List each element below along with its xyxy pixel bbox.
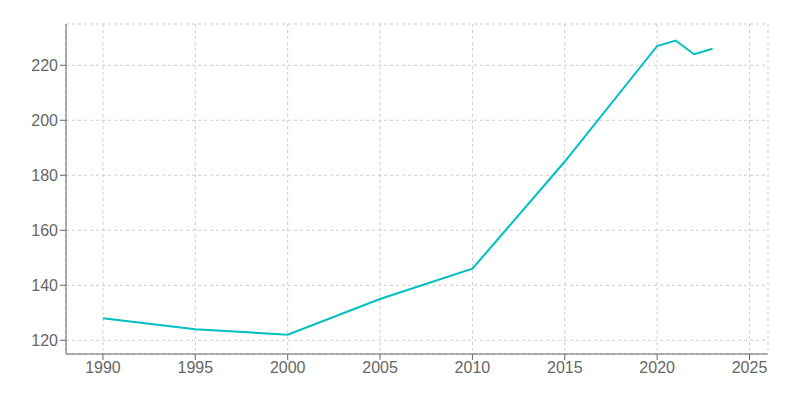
svg-text:180: 180 [31, 167, 58, 184]
svg-text:2015: 2015 [547, 359, 583, 376]
svg-text:2025: 2025 [732, 359, 768, 376]
svg-text:1990: 1990 [85, 359, 121, 376]
svg-text:220: 220 [31, 57, 58, 74]
svg-text:1995: 1995 [178, 359, 214, 376]
svg-text:120: 120 [31, 332, 58, 349]
svg-text:160: 160 [31, 222, 58, 239]
svg-text:200: 200 [31, 112, 58, 129]
svg-text:2005: 2005 [362, 359, 398, 376]
svg-text:2020: 2020 [639, 359, 675, 376]
svg-text:2000: 2000 [270, 359, 306, 376]
svg-text:2010: 2010 [455, 359, 491, 376]
svg-text:140: 140 [31, 277, 58, 294]
